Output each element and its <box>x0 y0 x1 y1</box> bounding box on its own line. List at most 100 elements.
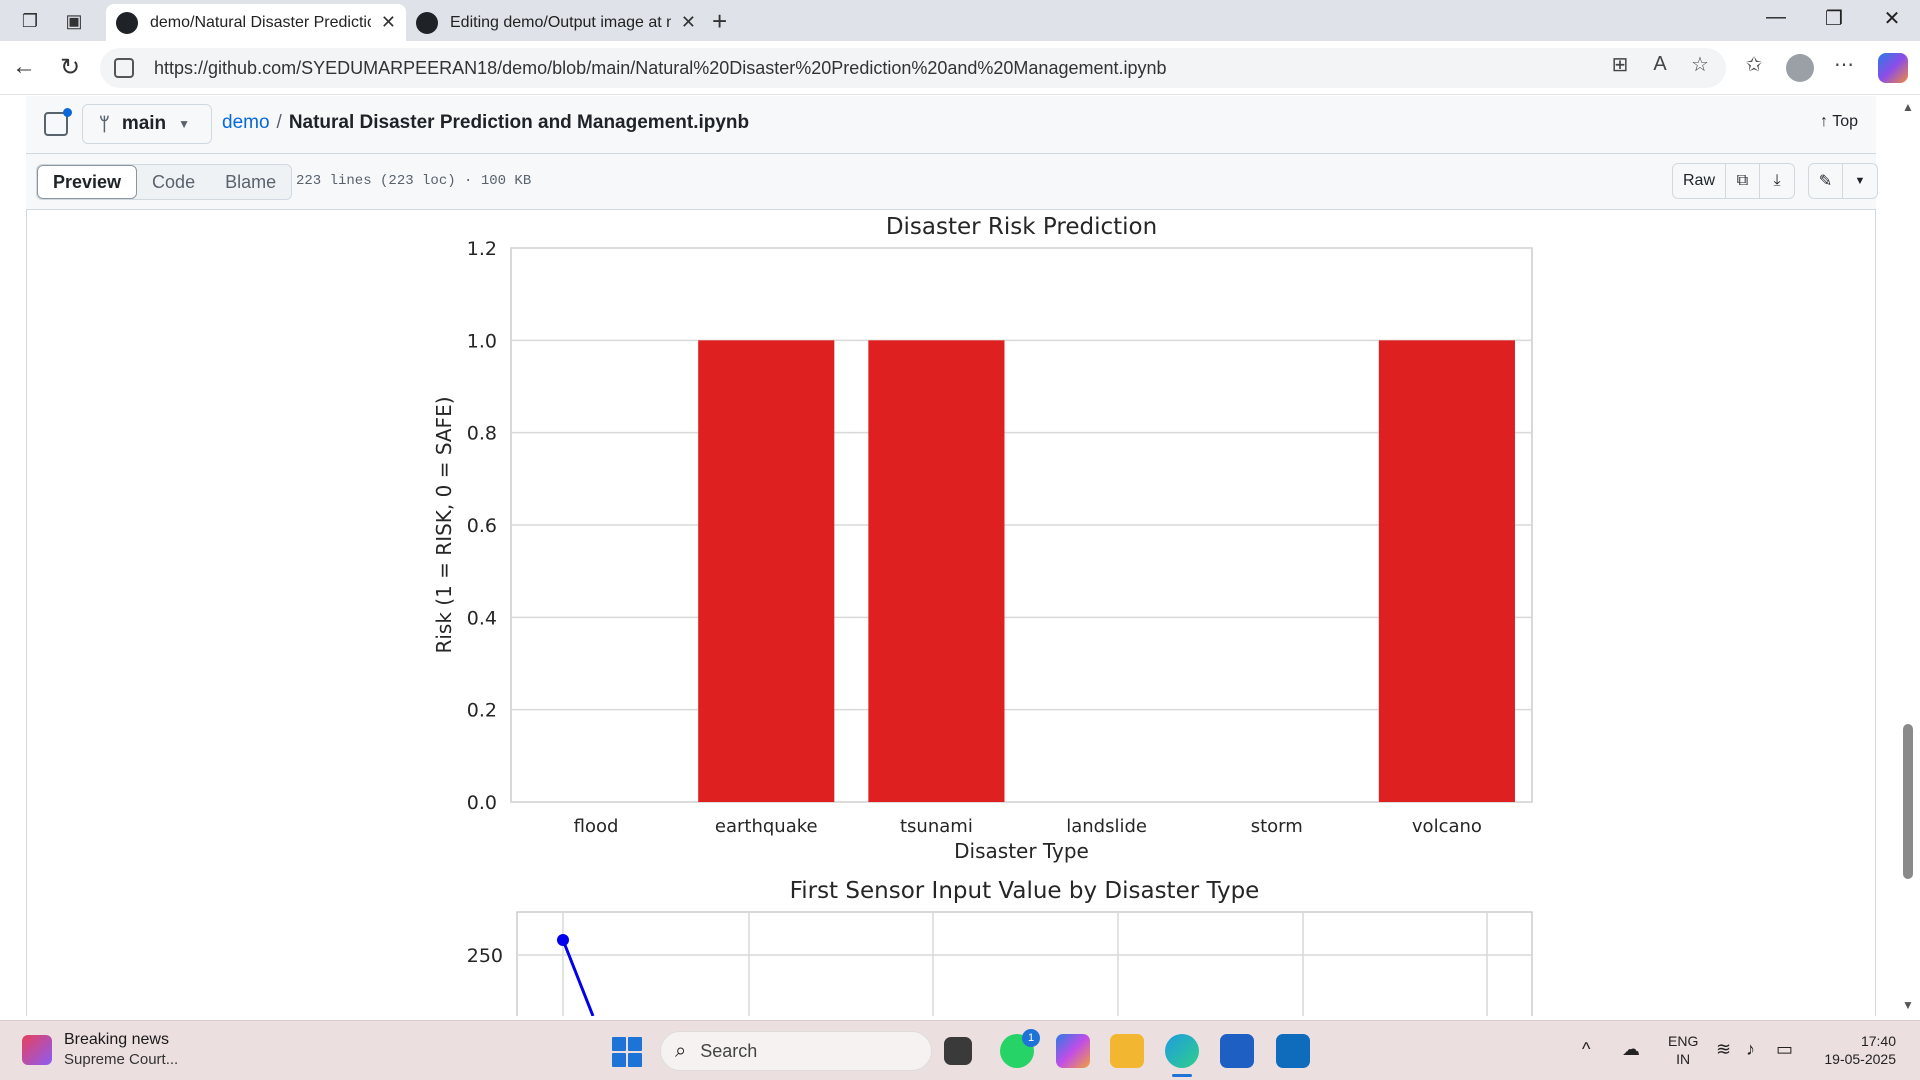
git-branch-icon: ᛘ <box>99 113 110 134</box>
volume-icon[interactable]: ♪ <box>1746 1039 1755 1059</box>
breadcrumb-repo-link[interactable]: demo <box>222 112 270 133</box>
close-icon[interactable]: ✕ <box>680 12 696 32</box>
download-icon[interactable]: ⤓ <box>1773 172 1781 189</box>
x-tick-label: landslide <box>1066 816 1147 837</box>
branch-name: main <box>121 113 167 134</box>
y-tick-label: 1.0 <box>467 330 497 352</box>
site-info-icon[interactable] <box>114 58 134 78</box>
x-axis-label: Disaster Type <box>954 839 1089 863</box>
new-tab-icon[interactable]: + <box>712 6 728 36</box>
x-tick-label: tsunami <box>900 816 973 837</box>
x-tick-label: storm <box>1251 816 1303 837</box>
copilot-app-icon[interactable] <box>1056 1034 1090 1068</box>
language-code: ENG <box>1668 1033 1699 1049</box>
wifi-icon[interactable]: ≋ <box>1716 1039 1732 1059</box>
url-bar[interactable]: https://github.com/SYEDUMARPEERAN18/demo… <box>100 48 1726 88</box>
x-tick-label: earthquake <box>715 816 818 837</box>
browser-tab-active[interactable]: demo/Natural Disaster Prediction ✕ <box>106 4 406 41</box>
minimize-icon[interactable]: — <box>1766 6 1786 28</box>
taskbar-search[interactable]: ⌕ Search <box>660 1031 932 1071</box>
profile-avatar[interactable] <box>1786 54 1814 82</box>
raw-button[interactable]: Raw <box>1673 164 1727 198</box>
close-icon[interactable]: ✕ <box>380 12 396 32</box>
y-tick-label: 0.4 <box>467 607 497 629</box>
favorites-icon[interactable]: ✩ <box>1745 53 1763 76</box>
chart-canvas: 0.0 0.2 0.4 0.6 0.8 1.0 1.2 flood earthquake tsun… <box>432 214 1533 1016</box>
tab-code[interactable]: Code <box>152 171 196 192</box>
more-icon[interactable]: ⋯ <box>1834 53 1854 76</box>
line-chart-plot-area <box>516 911 1533 1016</box>
restore-icon[interactable]: ❐ <box>1825 8 1843 30</box>
breadcrumb-separator: / <box>276 112 282 133</box>
read-aloud-icon[interactable]: A <box>1653 52 1667 75</box>
file-explorer-icon[interactable] <box>1110 1034 1144 1068</box>
language-indicator[interactable]: ENG IN <box>1668 1032 1698 1068</box>
back-icon[interactable]: ← <box>12 53 36 80</box>
tab-title: demo/Natural Disaster Prediction <box>150 13 371 31</box>
tab-blame[interactable]: Blame <box>225 171 277 192</box>
copilot-icon[interactable] <box>1878 53 1908 83</box>
file-header: ᛘ main ▼ demo / Natural Disaster Predict… <box>26 96 1876 154</box>
bar <box>698 340 835 802</box>
reload-icon[interactable]: ↻ <box>59 53 81 81</box>
url-text[interactable]: https://github.com/SYEDUMARPEERAN18/demo… <box>154 57 1167 78</box>
news-icon <box>22 1034 52 1065</box>
file-info: 223 lines (223 loc) · 100 KB <box>296 173 532 189</box>
chart-title: First Sensor Input Value by Disaster Typ… <box>790 878 1260 904</box>
taskbar: Breaking news Supreme Court... ⌕ Search … <box>0 1020 1920 1080</box>
edge-browser-icon[interactable] <box>1165 1034 1199 1068</box>
top-label: Top <box>1832 113 1858 130</box>
chevron-down-icon: ▼ <box>178 117 191 131</box>
y-tick-label: 0.6 <box>467 515 497 537</box>
notification-badge: 1 <box>1022 1029 1040 1047</box>
outlook-icon[interactable] <box>1276 1034 1310 1068</box>
file-toolbar: Preview Code Blame 223 lines (223 loc) ·… <box>26 154 1878 210</box>
address-bar-row: ← ↻ https://github.com/SYEDUMARPEERAN18/… <box>0 41 1920 95</box>
task-view-icon[interactable] <box>944 1037 972 1065</box>
active-app-indicator <box>1172 1074 1192 1077</box>
browser-tab-strip: ❐ ▣ demo/Natural Disaster Prediction ✕ E… <box>0 0 1920 41</box>
arrow-up-icon: ↑ <box>1820 113 1829 130</box>
sidebar-toggle-icon[interactable] <box>44 108 72 136</box>
app-available-icon[interactable]: ⊞ <box>1611 53 1629 76</box>
bar <box>1378 340 1515 802</box>
store-icon[interactable] <box>1220 1034 1254 1068</box>
breadcrumb-file-name: Natural Disaster Prediction and Manageme… <box>288 112 750 133</box>
clock-date: 19-05-2025 <box>1824 1051 1896 1067</box>
windows-start-icon[interactable] <box>612 1037 642 1067</box>
system-clock[interactable]: 17:40 19-05-2025 <box>1812 1032 1896 1068</box>
workspaces-icon[interactable]: ❐ <box>21 10 39 31</box>
copy-icon[interactable]: ⧉ <box>1726 164 1761 198</box>
search-placeholder: Search <box>700 1040 758 1061</box>
vertical-tabs-icon[interactable]: ▣ <box>65 10 83 31</box>
chevron-up-icon[interactable]: ^ <box>1582 1039 1591 1059</box>
y-tick-label: 0.2 <box>467 700 497 722</box>
breadcrumb: demo / Natural Disaster Prediction and M… <box>222 112 749 134</box>
x-tick-label: volcano <box>1412 816 1482 837</box>
top-button[interactable]: ↑ Top <box>1820 113 1858 131</box>
clock-time: 17:40 <box>1860 1033 1896 1049</box>
raw-button-group: Raw ⧉ ⤓ <box>1672 163 1796 199</box>
browser-tab[interactable]: Editing demo/Output image at m ✕ <box>406 4 706 41</box>
github-icon <box>416 11 438 34</box>
scroll-thumb[interactable] <box>1903 724 1913 879</box>
chart-title: Disaster Risk Prediction <box>886 214 1157 240</box>
window-close-icon[interactable]: ✕ <box>1883 8 1901 30</box>
news-widget[interactable]: Breaking news Supreme Court... <box>22 1031 178 1068</box>
branch-selector[interactable]: ᛘ main ▼ <box>82 104 212 144</box>
page-scrollbar[interactable]: ▲ ▼ <box>1896 96 1920 1016</box>
battery-icon[interactable]: ▭ <box>1776 1039 1794 1059</box>
chevron-down-icon[interactable]: ▼ <box>1854 175 1866 187</box>
view-switcher: Preview Code Blame <box>36 164 293 200</box>
pencil-icon[interactable]: ✎ <box>1809 164 1843 198</box>
search-icon: ⌕ <box>675 1039 687 1062</box>
onedrive-icon[interactable]: ☁ <box>1622 1039 1640 1059</box>
y-tick-label: 0.8 <box>467 423 497 445</box>
y-tick-label: 1.2 <box>467 238 497 260</box>
x-tick-label: flood <box>574 816 619 837</box>
tab-preview[interactable]: Preview <box>37 165 138 199</box>
scroll-up-icon[interactable]: ▲ <box>1902 100 1914 114</box>
series-line <box>561 939 595 1016</box>
favorite-star-icon[interactable]: ☆ <box>1691 53 1709 76</box>
scroll-down-icon[interactable]: ▼ <box>1902 998 1914 1012</box>
